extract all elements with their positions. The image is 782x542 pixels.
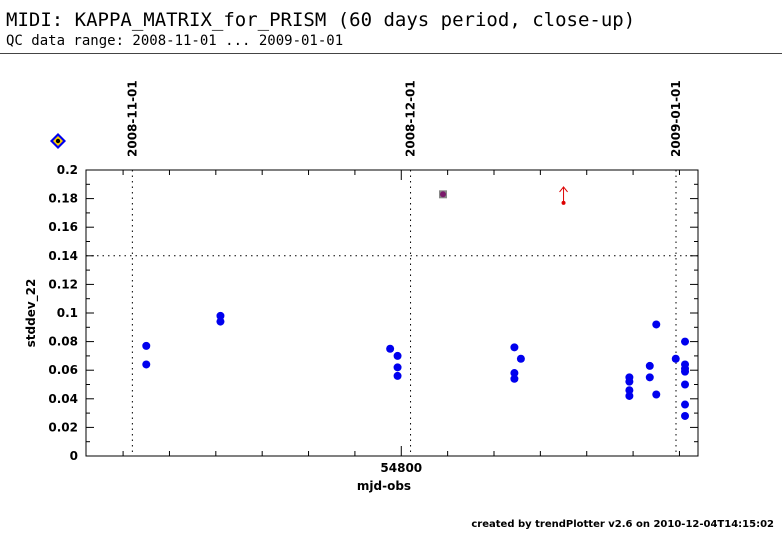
data-point: [645, 373, 654, 382]
footer-credit: created by trendPlotter v2.6 on 2010-12-…: [471, 519, 774, 530]
y-tick-label: 0.1: [57, 306, 78, 320]
data-point: [681, 367, 690, 376]
y-tick-label: 0.06: [48, 363, 78, 377]
data-point: [142, 341, 151, 350]
y-tick-label: 0.04: [48, 392, 78, 406]
x-axis-label: mjd-obs: [357, 479, 411, 493]
data-point: [681, 411, 690, 420]
plot-frame: [85, 169, 699, 457]
page-subtitle: QC data range: 2008-11-01 ... 2009-01-01: [6, 33, 344, 49]
data-point: [625, 386, 634, 395]
outlier-arrow-head: [559, 186, 568, 193]
data-point: [386, 344, 395, 353]
y-axis-label: stddev_22: [24, 279, 39, 348]
y-tick-label: 0.16: [48, 220, 78, 234]
data-point: [625, 391, 634, 400]
data-point: [510, 343, 519, 352]
data-point: [510, 369, 519, 378]
date-marker-label: 2009-01-01: [669, 80, 683, 157]
diamond-icon: [50, 133, 66, 149]
data-point: [393, 371, 402, 380]
data-point: [681, 400, 690, 409]
data-point: [216, 311, 225, 320]
y-tick-label: 0: [70, 449, 78, 463]
y-tick-label: 0.08: [48, 335, 78, 349]
date-marker-label: 2008-11-01: [125, 80, 139, 157]
data-point: [625, 377, 634, 386]
x-tick-label: 54800: [380, 461, 422, 475]
data-point: [516, 354, 525, 363]
date-marker-label: 2008-12-01: [404, 80, 418, 157]
data-point: [216, 317, 225, 326]
data-point: [652, 390, 661, 399]
data-point: [510, 374, 519, 383]
data-point: [652, 320, 661, 329]
data-point: [681, 380, 690, 389]
y-tick-label: 0.18: [48, 192, 78, 206]
data-point: [393, 363, 402, 372]
header-divider: [0, 53, 782, 54]
data-point: [671, 354, 680, 363]
data-point: [681, 337, 690, 346]
y-tick-label: 0.2: [57, 163, 78, 177]
special-marker-point: [440, 191, 446, 198]
page-title: MIDI: KAPPA_MATRIX_for_PRISM (60 days pe…: [6, 9, 636, 31]
data-point: [393, 351, 402, 360]
y-tick-label: 0.14: [48, 249, 78, 263]
data-point: [142, 360, 151, 369]
data-point: [645, 361, 654, 370]
y-tick-label: 0.02: [48, 420, 78, 434]
y-tick-label: 0.12: [48, 277, 78, 291]
